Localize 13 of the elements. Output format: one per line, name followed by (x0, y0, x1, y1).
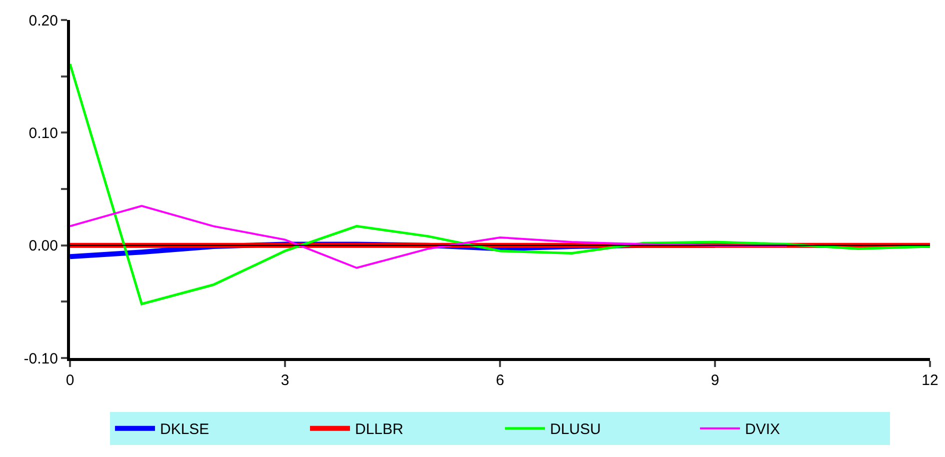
y-tick-label: 0.10 (28, 124, 58, 142)
legend-label: DLLBR (355, 421, 404, 438)
legend-label: DKLSE (160, 421, 210, 438)
y-tick-label: 0.20 (28, 12, 58, 30)
legend-label: DLUSU (550, 421, 601, 438)
y-tick-label: -0.10 (24, 350, 58, 368)
x-tick-label: 3 (280, 372, 290, 389)
x-tick-label: 9 (710, 372, 720, 389)
x-tick-label: 12 (922, 372, 938, 389)
x-tick-label: 6 (496, 372, 504, 389)
legend-label: DVIX (745, 421, 780, 438)
y-tick-label: 0.00 (28, 238, 58, 255)
x-tick-label: 0 (66, 372, 74, 389)
